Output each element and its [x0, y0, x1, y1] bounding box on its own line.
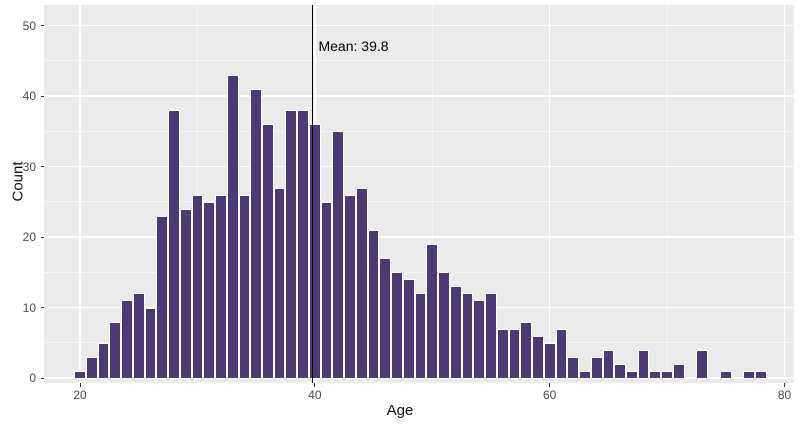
- histogram-bar: [614, 363, 626, 378]
- x-tick-label: 80: [777, 388, 792, 402]
- histogram-bar: [579, 370, 591, 378]
- y-tick-label: 20: [22, 230, 36, 244]
- histogram-bar: [179, 208, 192, 378]
- histogram-bar: [672, 363, 685, 378]
- histogram-bar: [661, 370, 673, 378]
- major-gridline-y: [44, 24, 794, 27]
- histogram-bar: [473, 300, 486, 378]
- y-tick-label: 0: [29, 371, 36, 385]
- major-gridline-x: [79, 5, 81, 383]
- tick-mark: [784, 383, 786, 387]
- tick-mark: [40, 95, 44, 97]
- histogram-bar: [144, 307, 157, 378]
- histogram-bar: [532, 335, 544, 378]
- histogram-bar: [696, 349, 709, 378]
- histogram-bar: [262, 124, 274, 378]
- histogram-bar: [508, 328, 521, 378]
- y-tick-label: 10: [22, 300, 36, 315]
- histogram-bar: [496, 328, 509, 378]
- histogram-bar: [308, 124, 321, 378]
- histogram-bar: [109, 321, 122, 378]
- histogram-bar: [332, 131, 345, 378]
- histogram-bar: [191, 194, 204, 378]
- plot-panel: Mean: 39.8: [44, 5, 794, 383]
- histogram-bar: [297, 110, 309, 378]
- minor-gridline-x: [666, 5, 668, 383]
- histogram-bar: [132, 293, 145, 378]
- tick-mark: [40, 25, 44, 26]
- tick-mark: [549, 383, 551, 387]
- histogram-bar: [226, 74, 239, 378]
- histogram-bar: [379, 258, 392, 378]
- histogram-bar: [367, 229, 380, 378]
- minor-gridline-x: [196, 5, 198, 383]
- mean-annotation: Mean: 39.8: [318, 38, 389, 54]
- histogram-bar: [626, 370, 638, 378]
- histogram-bar: [426, 244, 439, 378]
- histogram-bar: [755, 370, 767, 378]
- histogram-bar: [320, 201, 333, 378]
- histogram-bar: [520, 321, 533, 378]
- histogram-bar: [391, 272, 403, 378]
- histogram-bar: [555, 328, 568, 378]
- histogram-bar: [168, 110, 180, 378]
- histogram-bar: [402, 279, 415, 378]
- histogram-bar: [414, 293, 427, 378]
- histogram-bar: [121, 300, 133, 378]
- major-gridline-x: [783, 5, 786, 383]
- x-axis-title: Age: [386, 402, 414, 419]
- major-gridline-y: [44, 95, 794, 97]
- histogram-bar: [273, 187, 286, 378]
- minor-gridline-y: [44, 60, 794, 62]
- histogram-bar: [215, 194, 227, 378]
- minor-gridline-y: [44, 201, 794, 203]
- x-tick-label: 60: [542, 388, 557, 402]
- histogram-bar: [743, 370, 756, 378]
- histogram-bar: [344, 194, 356, 378]
- histogram-bar: [461, 293, 474, 378]
- minor-gridline-x: [431, 5, 433, 383]
- histogram-bar: [203, 201, 216, 378]
- minor-gridline-y: [44, 271, 794, 273]
- histogram-bar: [250, 88, 262, 378]
- histogram-bar: [238, 194, 251, 378]
- y-tick-label: 30: [22, 159, 36, 174]
- major-gridline-y: [44, 377, 794, 379]
- histogram-bar: [543, 342, 556, 378]
- y-tick-label: 50: [22, 18, 36, 33]
- tick-mark: [314, 383, 316, 387]
- tick-mark: [40, 236, 44, 238]
- mean-vertical-line: [311, 5, 314, 383]
- tick-mark: [40, 377, 44, 379]
- histogram-bar: [74, 370, 86, 378]
- histogram-bar: [355, 187, 368, 378]
- major-gridline-y: [44, 165, 794, 168]
- histogram-bar: [85, 356, 98, 378]
- histogram-bar: [637, 349, 650, 378]
- histogram-bar: [485, 293, 497, 378]
- histogram-bar: [567, 356, 580, 378]
- histogram-bar: [449, 286, 462, 378]
- y-axis-title: Count: [9, 161, 27, 202]
- y-tick-label: 40: [22, 89, 36, 103]
- histogram-bar: [602, 349, 615, 378]
- histogram-bar: [97, 342, 110, 378]
- major-gridline-y: [44, 236, 794, 238]
- x-tick-label: 20: [73, 388, 87, 402]
- histogram-bar: [438, 272, 450, 378]
- tick-mark: [40, 307, 44, 308]
- histogram-bar: [590, 356, 603, 378]
- tick-mark: [79, 383, 81, 387]
- x-tick-label: 40: [308, 388, 322, 402]
- tick-mark: [40, 166, 44, 167]
- minor-gridline-y: [44, 130, 794, 132]
- histogram-bar: [285, 110, 298, 378]
- histogram-bar: [719, 370, 732, 378]
- major-gridline-x: [548, 5, 551, 383]
- histogram-bar: [649, 370, 662, 378]
- histogram-bar: [156, 215, 169, 378]
